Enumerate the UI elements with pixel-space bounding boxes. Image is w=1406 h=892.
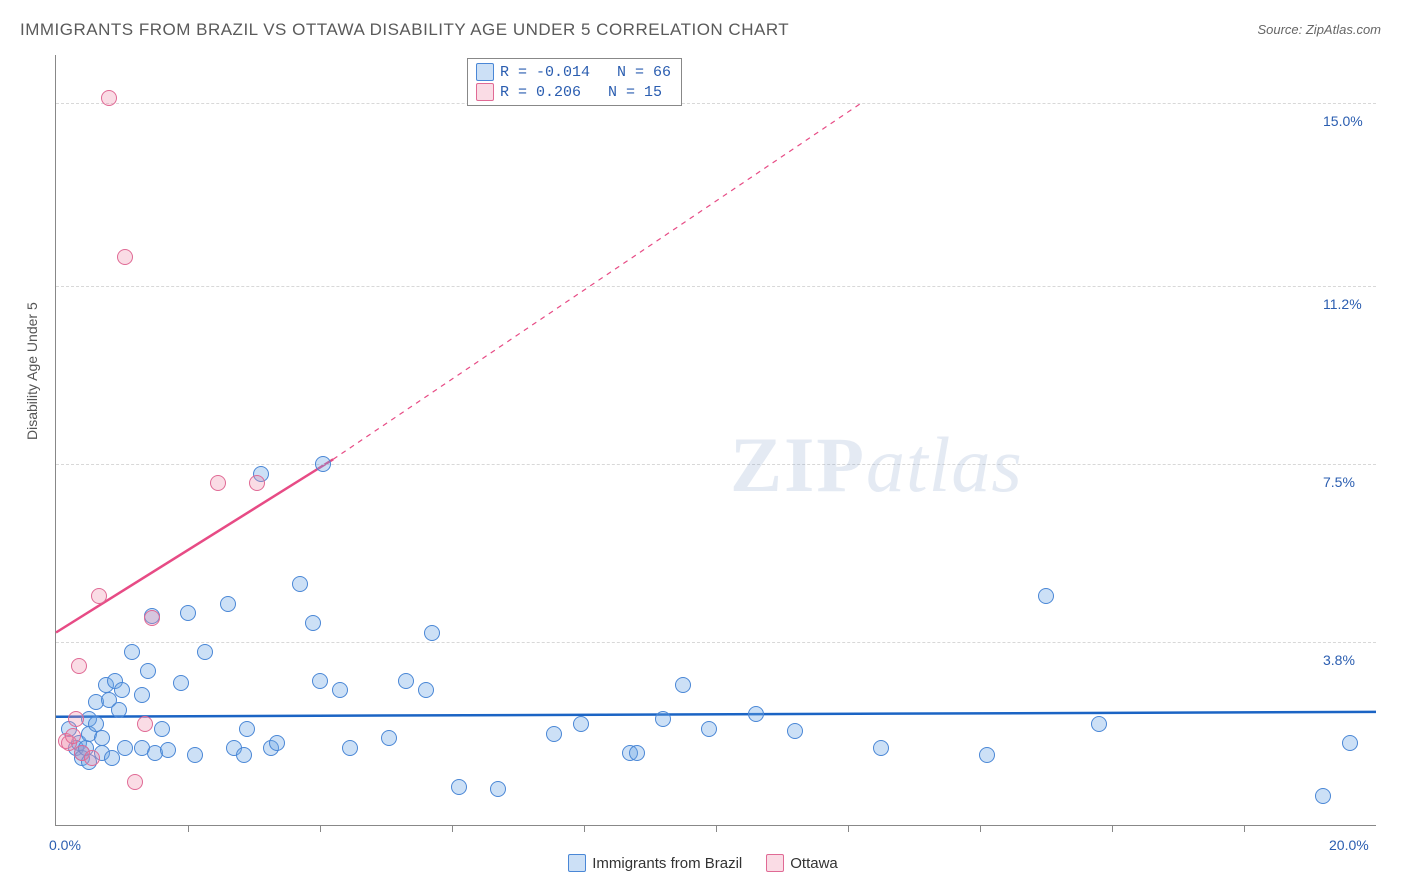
- data-point: [220, 596, 236, 612]
- data-point: [84, 750, 100, 766]
- data-point: [292, 576, 308, 592]
- legend-stats-row: R = 0.206 N = 15: [476, 82, 671, 102]
- plot-area: [55, 55, 1376, 826]
- data-point: [675, 677, 691, 693]
- data-point: [124, 644, 140, 660]
- x-tick: [1112, 825, 1113, 832]
- data-point: [1342, 735, 1358, 751]
- legend-series-label: Ottawa: [790, 855, 838, 872]
- data-point: [629, 745, 645, 761]
- data-point: [451, 779, 467, 795]
- data-point: [117, 249, 133, 265]
- data-point: [210, 475, 226, 491]
- grid-line: [56, 286, 1376, 287]
- data-point: [249, 475, 265, 491]
- data-point: [424, 625, 440, 641]
- x-tick-label: 20.0%: [1329, 837, 1369, 853]
- legend-stats-text: R = 0.206 N = 15: [500, 84, 662, 101]
- data-point: [239, 721, 255, 737]
- data-point: [1315, 788, 1331, 804]
- y-axis-label: Disability Age Under 5: [24, 302, 40, 440]
- data-point: [127, 774, 143, 790]
- data-point: [398, 673, 414, 689]
- data-point: [134, 687, 150, 703]
- data-point: [315, 456, 331, 472]
- grid-line: [56, 642, 1376, 643]
- data-point: [979, 747, 995, 763]
- legend-swatch: [476, 83, 494, 101]
- source-attribution: Source: ZipAtlas.com: [1257, 22, 1381, 37]
- legend-swatch: [766, 854, 784, 872]
- data-point: [140, 663, 156, 679]
- x-tick-label: 0.0%: [49, 837, 81, 853]
- data-point: [787, 723, 803, 739]
- chart-title: IMMIGRANTS FROM BRAZIL VS OTTAWA DISABIL…: [20, 20, 789, 40]
- x-tick: [584, 825, 585, 832]
- data-point: [1091, 716, 1107, 732]
- data-point: [701, 721, 717, 737]
- grid-line: [56, 464, 1376, 465]
- data-point: [114, 682, 130, 698]
- data-point: [117, 740, 133, 756]
- data-point: [137, 716, 153, 732]
- data-point: [65, 728, 81, 744]
- data-point: [873, 740, 889, 756]
- grid-line: [56, 103, 1376, 104]
- data-point: [187, 747, 203, 763]
- data-point: [71, 658, 87, 674]
- x-tick: [188, 825, 189, 832]
- data-point: [173, 675, 189, 691]
- data-point: [305, 615, 321, 631]
- data-point: [94, 730, 110, 746]
- data-point: [1038, 588, 1054, 604]
- x-tick: [716, 825, 717, 832]
- y-tick-label: 7.5%: [1323, 474, 1355, 490]
- x-tick: [452, 825, 453, 832]
- legend-stats-row: R = -0.014 N = 66: [476, 62, 671, 82]
- data-point: [101, 90, 117, 106]
- legend-series-label: Immigrants from Brazil: [592, 855, 742, 872]
- plot-svg: [56, 55, 1376, 825]
- data-point: [236, 747, 252, 763]
- data-point: [91, 588, 107, 604]
- legend-swatch: [476, 63, 494, 81]
- trend-line-extension: [333, 103, 861, 459]
- x-tick: [980, 825, 981, 832]
- trend-line: [56, 459, 333, 632]
- legend-swatch: [568, 854, 586, 872]
- data-point: [160, 742, 176, 758]
- data-point: [490, 781, 506, 797]
- trend-line: [56, 712, 1376, 717]
- data-point: [748, 706, 764, 722]
- data-point: [573, 716, 589, 732]
- legend-series-item: Ottawa: [766, 854, 838, 872]
- data-point: [342, 740, 358, 756]
- data-point: [111, 702, 127, 718]
- x-tick: [320, 825, 321, 832]
- data-point: [180, 605, 196, 621]
- y-tick-label: 15.0%: [1323, 113, 1363, 129]
- data-point: [312, 673, 328, 689]
- data-point: [144, 610, 160, 626]
- y-tick-label: 3.8%: [1323, 652, 1355, 668]
- legend-stats-text: R = -0.014 N = 66: [500, 64, 671, 81]
- x-tick: [1244, 825, 1245, 832]
- y-tick-label: 11.2%: [1323, 296, 1362, 312]
- data-point: [197, 644, 213, 660]
- x-tick: [848, 825, 849, 832]
- legend-series-item: Immigrants from Brazil: [568, 854, 742, 872]
- data-point: [655, 711, 671, 727]
- data-point: [418, 682, 434, 698]
- data-point: [154, 721, 170, 737]
- legend-stats: R = -0.014 N = 66 R = 0.206 N = 15: [467, 58, 682, 106]
- data-point: [546, 726, 562, 742]
- legend-series: Immigrants from Brazil Ottawa: [0, 854, 1406, 876]
- data-point: [68, 711, 84, 727]
- data-point: [381, 730, 397, 746]
- data-point: [269, 735, 285, 751]
- data-point: [332, 682, 348, 698]
